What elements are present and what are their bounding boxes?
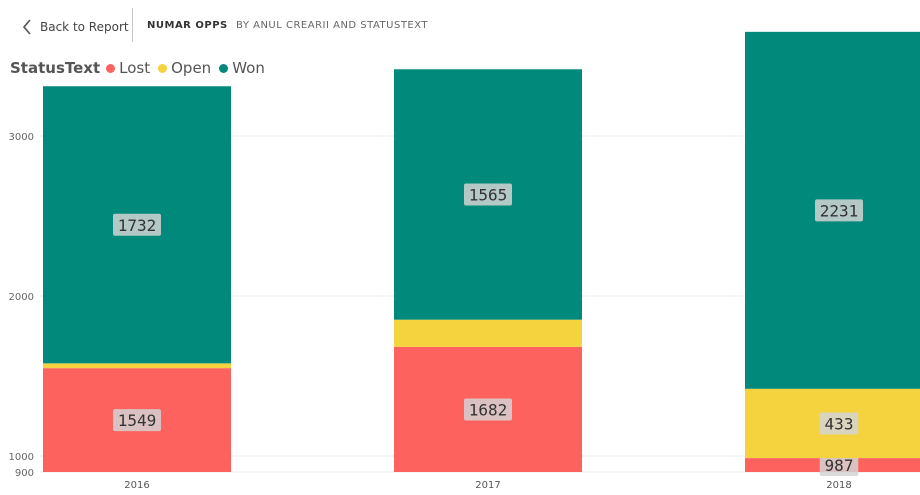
visual-subtitle: BY ANUL CREARII AND STATUSTEXT <box>236 20 429 31</box>
legend-item-won[interactable]: Won <box>219 59 265 77</box>
x-tick-label-2017: 2017 <box>475 480 500 491</box>
data-label-2016-won: 1732 <box>118 216 157 235</box>
legend-label-lost: Lost <box>119 59 151 77</box>
y-tick-label-3000: 3000 <box>9 132 34 143</box>
data-label-bg-2018-lost <box>819 454 859 477</box>
data-label-bg-2016-won <box>113 213 161 236</box>
data-label-2017-lost: 1682 <box>469 400 508 419</box>
back-to-report-button[interactable]: Back to Report <box>22 16 129 38</box>
data-label-bg-2016-lost <box>113 409 161 432</box>
chevron-left-icon <box>22 19 31 35</box>
data-label-bg-2018-open <box>819 412 859 435</box>
header-divider <box>132 8 133 42</box>
data-label-bg-2018-won <box>815 199 863 222</box>
data-label-2017-won: 1565 <box>469 185 508 204</box>
x-tick-label-2016: 2016 <box>124 480 149 491</box>
y-tick-label-900: 900 <box>15 468 34 479</box>
legend-dot-lost <box>106 63 116 73</box>
legend-title: StatusText <box>10 59 101 77</box>
x-tick-label-2018: 2018 <box>826 480 851 491</box>
top-bar: Back to Report NUMAR OPPS BY ANUL CREARI… <box>0 0 920 50</box>
legend-item-lost[interactable]: Lost <box>106 59 150 77</box>
bar-2016-open <box>43 363 231 369</box>
legend-dot-won <box>219 63 229 73</box>
bar-2017-open <box>394 319 582 347</box>
legend-item-open[interactable]: Open <box>158 59 211 77</box>
legend-dot-open <box>158 63 168 73</box>
y-tick-label-2000: 2000 <box>9 292 34 303</box>
visual-title: NUMAR OPPS <box>147 20 228 31</box>
legend-label-open: Open <box>171 59 212 77</box>
data-label-2018-open: 433 <box>825 414 854 433</box>
data-label-bg-2017-won <box>464 183 512 206</box>
legend-label-won: Won <box>232 59 265 77</box>
data-label-2016-lost: 1549 <box>118 411 157 430</box>
back-label: Back to Report <box>40 20 129 34</box>
chart-legend: StatusText Lost Open Won <box>10 58 273 78</box>
data-label-2018-lost: 987 <box>825 456 854 475</box>
y-tick-label-1000: 1000 <box>9 452 34 463</box>
data-label-bg-2017-lost <box>464 398 512 421</box>
data-label-2018-won: 2231 <box>820 201 859 220</box>
